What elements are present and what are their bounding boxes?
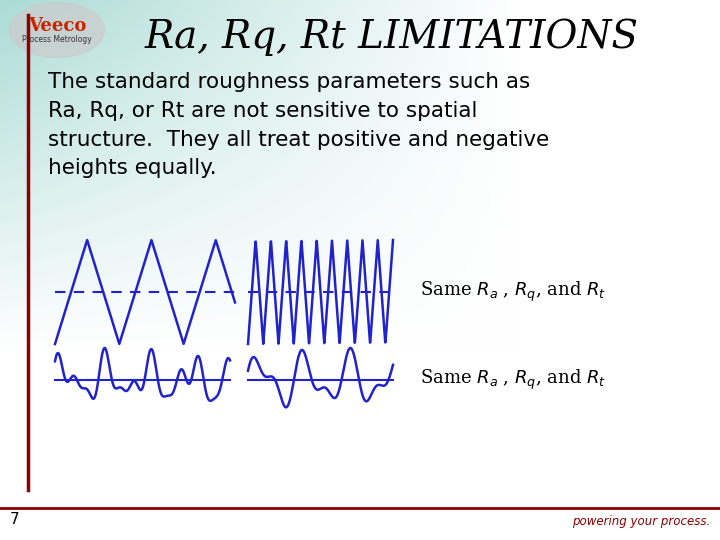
Text: powering your process.: powering your process. [572,516,710,529]
Text: The standard roughness parameters such as
Ra, Rq, or Rt are not sensitive to spa: The standard roughness parameters such a… [48,72,549,178]
Ellipse shape [9,3,104,57]
Text: Process Metrology: Process Metrology [22,35,92,44]
Text: Same $R_a$ , $R_q$, and $R_t$: Same $R_a$ , $R_q$, and $R_t$ [420,368,606,392]
Text: 7: 7 [10,512,20,528]
Text: Veeco: Veeco [28,17,86,35]
Text: Same $R_a$ , $R_q$, and $R_t$: Same $R_a$ , $R_q$, and $R_t$ [420,280,606,304]
Text: Ra, Rq, Rt LIMITATIONS: Ra, Rq, Rt LIMITATIONS [145,18,639,56]
